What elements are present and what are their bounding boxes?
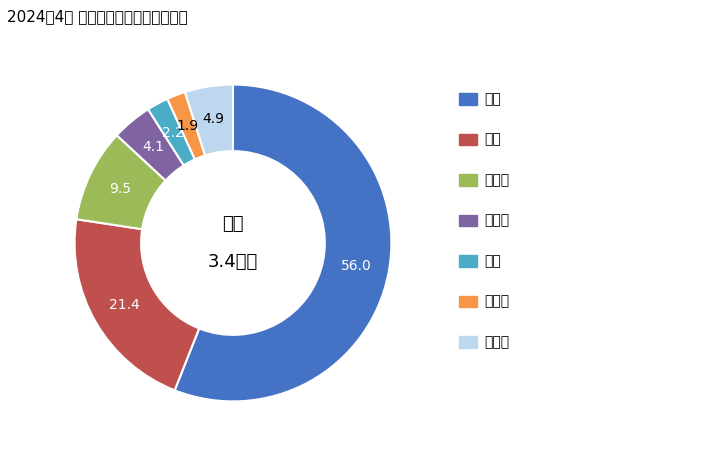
Text: 56.0: 56.0 xyxy=(341,260,371,274)
Text: 2024年4月 輸入相手国のシェア（％）: 2024年4月 輸入相手国のシェア（％） xyxy=(7,9,188,24)
Text: 1.9: 1.9 xyxy=(177,119,199,133)
Wedge shape xyxy=(175,85,392,401)
Text: 4.1: 4.1 xyxy=(142,140,164,154)
Wedge shape xyxy=(185,85,233,155)
Text: スイス: スイス xyxy=(484,173,510,187)
Text: その他: その他 xyxy=(484,335,510,349)
Text: 4.9: 4.9 xyxy=(203,112,225,126)
Text: 総額: 総額 xyxy=(222,215,244,233)
Text: 中国: 中国 xyxy=(484,92,501,106)
Wedge shape xyxy=(74,219,199,390)
Text: インド: インド xyxy=(484,213,510,228)
Text: 英国: 英国 xyxy=(484,254,501,268)
Text: ドイツ: ドイツ xyxy=(484,294,510,309)
Wedge shape xyxy=(167,92,205,159)
Text: 台湾: 台湾 xyxy=(484,132,501,147)
Text: 3.4億円: 3.4億円 xyxy=(207,253,258,271)
Wedge shape xyxy=(76,135,165,229)
Wedge shape xyxy=(148,99,195,166)
Text: 2.2: 2.2 xyxy=(162,126,184,140)
Text: 9.5: 9.5 xyxy=(109,182,131,196)
Text: 21.4: 21.4 xyxy=(109,298,140,312)
Wedge shape xyxy=(116,109,183,180)
